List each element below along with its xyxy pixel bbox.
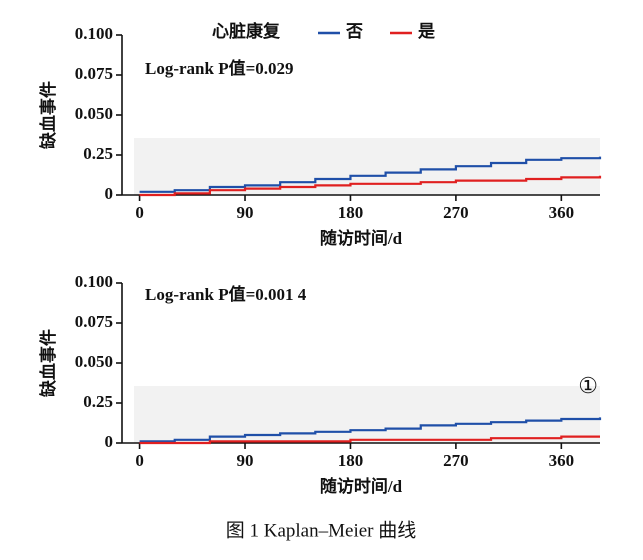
y-axis-label: 缺血事件 bbox=[38, 81, 58, 149]
x-tick-label: 180 bbox=[338, 451, 364, 470]
km-curve bbox=[139, 175, 602, 197]
y-tick-label: 0.050 bbox=[75, 352, 113, 371]
y-tick-label: 0.075 bbox=[75, 312, 113, 331]
y-tick-label: 0.25 bbox=[83, 144, 113, 163]
annotation: Log-rank P值=0.029 bbox=[145, 58, 294, 78]
y-tick-label: 0.100 bbox=[75, 272, 113, 291]
km-curve bbox=[139, 435, 600, 445]
y-axis-label: 缺血事件 bbox=[38, 329, 58, 397]
legend-label: 否 bbox=[345, 22, 363, 41]
x-tick-label: 360 bbox=[549, 203, 575, 222]
y-tick-label: 0.25 bbox=[83, 392, 113, 411]
lower-panel bbox=[134, 138, 600, 195]
x-tick-label: 270 bbox=[443, 203, 469, 222]
x-tick-label: 360 bbox=[549, 451, 575, 470]
y-tick-label: 0 bbox=[105, 432, 114, 451]
x-tick-label: 270 bbox=[443, 451, 469, 470]
y-tick-label: 0.075 bbox=[75, 64, 113, 83]
y-tick-label: 0 bbox=[105, 184, 114, 203]
x-tick-label: 90 bbox=[237, 203, 254, 222]
lower-panel bbox=[134, 386, 600, 443]
x-tick-label: 180 bbox=[338, 203, 364, 222]
x-tick-label: 90 bbox=[237, 451, 254, 470]
legend-title: 心脏康复 bbox=[212, 21, 281, 41]
km-curve bbox=[139, 417, 602, 443]
annotation: Log-rank P值=0.001 4 bbox=[145, 284, 307, 304]
x-axis-label: 随访时间/d bbox=[320, 228, 403, 248]
caption: 图 1 Kaplan–Meier 曲线 bbox=[226, 519, 416, 541]
x-tick-label: 0 bbox=[135, 203, 144, 222]
x-tick-label: 0 bbox=[135, 451, 144, 470]
legend-label: 是 bbox=[418, 22, 435, 41]
corner-label: ① bbox=[578, 373, 598, 398]
x-axis-label: 随访时间/d bbox=[320, 476, 403, 496]
y-tick-label: 0.100 bbox=[75, 24, 113, 43]
y-tick-label: 0.050 bbox=[75, 104, 113, 123]
km-curve bbox=[139, 156, 602, 193]
